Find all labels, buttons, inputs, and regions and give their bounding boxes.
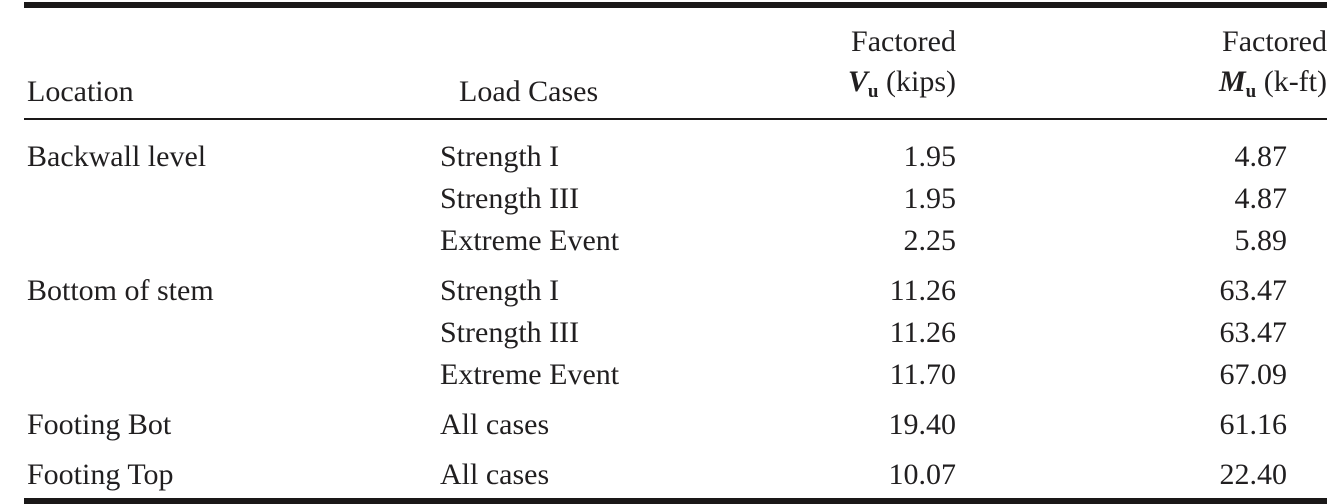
location-cell: Footing Bot: [27, 408, 172, 441]
load-case-cell: All cases: [440, 458, 550, 491]
vu-value-cell: 1.95: [903, 182, 957, 215]
table-body: Backwall level Strength I 1.95 4.87 Stre…: [24, 120, 1327, 498]
load-case-cell: Extreme Event: [440, 224, 620, 257]
mu-value-cell: 4.87: [1234, 140, 1288, 173]
load-case-cell: Strength III: [440, 182, 580, 215]
vu-value-cell: 11.26: [889, 316, 956, 349]
location-cell: [24, 178, 439, 220]
vu-value-cell: 11.26: [889, 274, 956, 307]
location-cell: Bottom of stem: [27, 274, 214, 307]
mu-value-cell: 22.40: [1219, 458, 1288, 491]
load-case-cell: Strength III: [440, 316, 580, 349]
load-case-cell: Strength I: [440, 140, 560, 173]
load-case-cell: Strength I: [440, 274, 560, 307]
table-row: Extreme Event 2.25 5.89: [24, 220, 1327, 262]
location-cell: [24, 220, 439, 262]
load-case-cell: All cases: [440, 408, 550, 441]
table-bottom-rule: [24, 498, 1327, 504]
table-row: Footing Top All cases 10.07 22.40: [24, 454, 1327, 496]
table-row: Backwall level Strength I 1.95 4.87: [24, 136, 1327, 178]
vu-header-line2: Vu (kips): [689, 62, 956, 112]
mu-value-cell: 5.89: [1234, 224, 1288, 257]
mu-header-line2: Mu (k-ft): [956, 62, 1327, 112]
vu-value-cell: 10.07: [888, 458, 957, 491]
load-case-cell: Extreme Event: [440, 358, 620, 391]
vu-symbol: V: [847, 65, 868, 98]
vu-header-line1: Factored: [851, 25, 956, 58]
table-row: Extreme Event 11.70 67.09: [24, 354, 1327, 396]
load-results-table: Location Load Cases Factored Vu (kips) F…: [24, 2, 1327, 504]
col-header-location: Location: [27, 75, 134, 108]
mu-value-cell: 63.47: [1219, 274, 1288, 307]
col-header-factored-vu: Factored Vu (kips): [689, 22, 956, 112]
vu-unit: (kips): [878, 65, 956, 98]
table-row: Bottom of stem Strength I 11.26 63.47: [24, 270, 1327, 312]
table-top-rule: [24, 2, 1327, 8]
vu-value-cell: 19.40: [888, 408, 957, 441]
mu-value-cell: 67.09: [1219, 358, 1288, 391]
table-row: Strength III 11.26 63.47: [24, 312, 1327, 354]
mu-symbol: M: [1218, 65, 1246, 98]
col-header-factored-mu: Factored Mu (k-ft): [956, 22, 1327, 112]
location-cell: [24, 312, 439, 354]
vu-value-cell: 1.95: [903, 140, 957, 173]
vu-value-cell: 2.25: [903, 224, 957, 257]
mu-unit: (k-ft): [1256, 65, 1327, 98]
vu-value-cell: 11.70: [889, 358, 956, 391]
table-row: Footing Bot All cases 19.40 61.16: [24, 404, 1327, 446]
vu-subscript: u: [867, 81, 879, 102]
table-row: Strength III 1.95 4.87: [24, 178, 1327, 220]
mu-value-cell: 4.87: [1234, 182, 1288, 215]
col-header-load-cases: Load Cases: [459, 75, 599, 108]
table-header-row: Location Load Cases Factored Vu (kips) F…: [24, 8, 1327, 120]
mu-value-cell: 63.47: [1219, 316, 1288, 349]
mu-header-line1: Factored: [1222, 25, 1327, 58]
location-cell: [24, 354, 439, 396]
location-cell: Footing Top: [27, 458, 174, 491]
mu-value-cell: 61.16: [1219, 408, 1288, 441]
location-cell: Backwall level: [27, 140, 207, 173]
mu-subscript: u: [1245, 81, 1257, 102]
